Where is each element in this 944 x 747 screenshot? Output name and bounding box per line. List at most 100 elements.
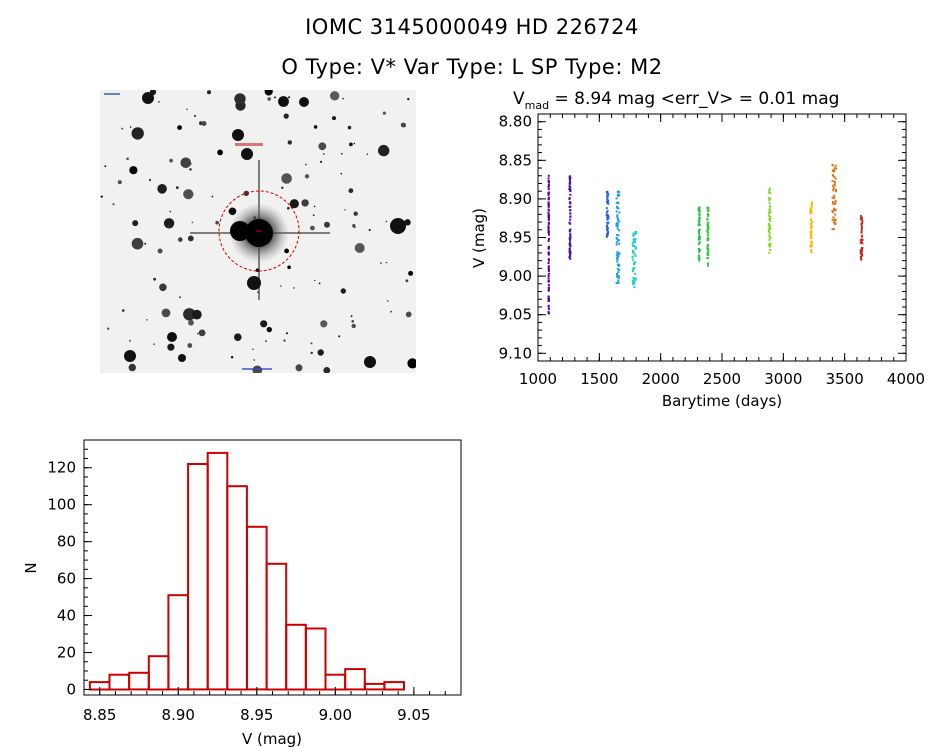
lc-data-point [569, 235, 572, 238]
lc-data-point [833, 221, 835, 224]
sky-star [281, 173, 292, 184]
lc-data-point [809, 211, 812, 213]
lc-data-point [547, 240, 550, 242]
lc-data-point [860, 258, 863, 261]
lc-data-point [706, 247, 709, 250]
lc-data-point [834, 201, 837, 204]
hist-bar [363, 682, 386, 691]
sky-star [265, 340, 267, 342]
lc-data-point [633, 286, 636, 289]
target-star [190, 160, 330, 300]
sky-star [178, 237, 183, 242]
lc-data-point [617, 264, 620, 266]
lc-data-point [833, 183, 836, 186]
hist-x-tick-label: 8.95 [240, 706, 273, 724]
sky-star [117, 180, 122, 185]
sky-star [320, 320, 328, 328]
sky-star [354, 243, 365, 253]
lc-data-point [547, 307, 550, 310]
sky-star [153, 343, 156, 346]
lc-data-point [633, 253, 636, 256]
lc-data-point [618, 268, 621, 271]
sky-image [100, 90, 416, 373]
lc-data-point [698, 233, 701, 236]
lc-data-point [606, 232, 609, 235]
lc-data-point [834, 209, 837, 211]
lc-data-point [835, 188, 837, 191]
sky-star [179, 296, 182, 299]
sky-star [180, 157, 192, 169]
lc-data-point [859, 249, 862, 252]
sky-star [191, 309, 202, 320]
lc-data-point [809, 218, 812, 221]
sky-star [230, 356, 234, 359]
lc-data-point [809, 235, 812, 238]
sky-star [167, 225, 170, 228]
lc-data-point [810, 233, 813, 236]
lc-data-point [617, 279, 620, 282]
lc-data-point [768, 238, 771, 241]
lc-data-point [617, 234, 620, 237]
lc-y-tick-label: 8.85 [499, 151, 532, 169]
lc-data-point [569, 188, 571, 191]
sky-star [305, 163, 307, 166]
sky-star [283, 339, 286, 342]
lc-data-point [547, 205, 550, 208]
lc-data-point [769, 220, 771, 222]
lc-data-point [632, 277, 635, 280]
lc-data-point [706, 222, 709, 225]
lc-data-point [547, 193, 550, 196]
lc-data-point [616, 276, 619, 279]
lc-data-point [860, 231, 863, 234]
lc-data-point [769, 216, 772, 218]
lc-data-point [606, 191, 609, 194]
lc-data-point [707, 209, 710, 212]
lc-data-point [633, 266, 636, 269]
lc-stats-sub: mad [525, 99, 549, 112]
sky-label-bottom [242, 368, 272, 370]
lc-data-point [698, 249, 701, 252]
hist-bar [206, 451, 229, 691]
lc-data-point [860, 247, 863, 250]
hist-plot-frame [83, 439, 462, 696]
sky-star [407, 358, 416, 369]
sky-star [201, 121, 207, 126]
lc-data-point [631, 244, 634, 247]
lc-data-point [634, 232, 637, 235]
lc-data-point [633, 241, 636, 244]
hist-y-tick-label: 120 [47, 459, 76, 477]
lc-data-point [698, 251, 701, 254]
lc-data-point [831, 228, 834, 231]
lc-data-point [697, 219, 700, 222]
lc-data-point [810, 251, 813, 254]
hist-y-tick-label: 80 [57, 533, 76, 551]
lc-data-point [547, 247, 550, 250]
lc-data-point [767, 223, 770, 225]
lc-data-point [569, 215, 572, 218]
lc-data-point [605, 207, 608, 210]
sky-star [390, 310, 393, 313]
lc-data-point [547, 245, 550, 248]
sky-star [157, 248, 163, 254]
lc-data-point [810, 244, 813, 247]
lc-data-point [769, 237, 772, 240]
lc-data-point [810, 241, 813, 244]
hist-bar [187, 463, 209, 691]
sky-star [287, 265, 291, 269]
lc-data-point [547, 265, 550, 268]
sky-star [366, 153, 369, 155]
lc-data-point [617, 276, 620, 279]
lc-data-point [616, 217, 619, 220]
lc-data-point [707, 244, 710, 247]
lc-data-point [633, 282, 636, 285]
lc-data-point [568, 175, 571, 178]
light-curve-plot: Vmad = 8.94 mag <err_V> = 0.01 mag 1000 1… [470, 89, 925, 410]
lc-data-point [834, 177, 837, 180]
sky-star [167, 343, 175, 351]
hist-y-tick-label: 40 [57, 607, 76, 625]
lc-data-point [860, 241, 862, 244]
lc-data-point [616, 193, 619, 196]
sky-star [215, 220, 219, 225]
lc-data-point [706, 257, 709, 259]
sky-star [318, 142, 327, 151]
